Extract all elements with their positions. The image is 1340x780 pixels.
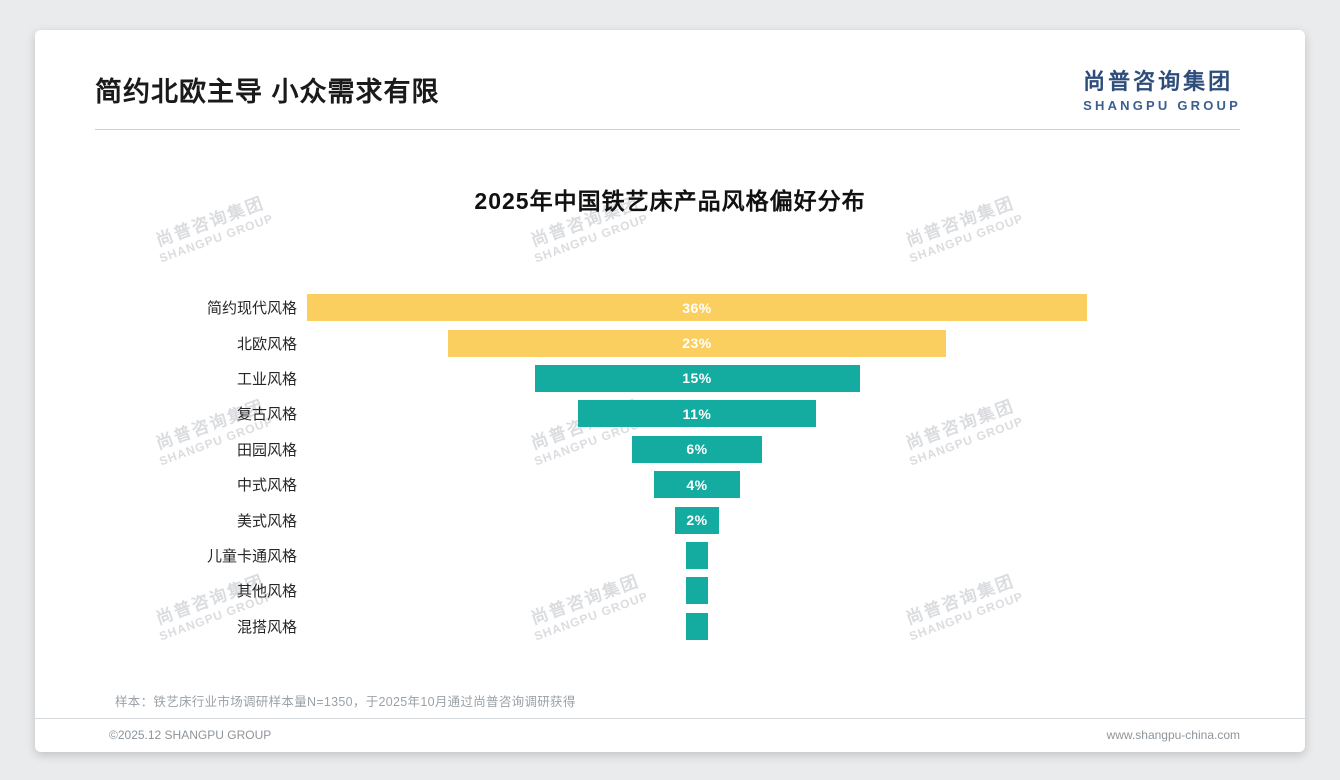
- category-label: 复古风格: [236, 406, 297, 424]
- bar-track: [307, 541, 1087, 569]
- bar: 4%: [653, 471, 741, 499]
- bar-value-label: 4%: [686, 476, 708, 493]
- sample-note: 样本：铁艺床行业市场调研样本量N=1350，于2025年10月通过尚普咨询调研获…: [115, 695, 576, 709]
- bar-value-label: 23%: [682, 335, 712, 352]
- category-label: 混搭风格: [236, 618, 297, 636]
- bar-track: 36%: [307, 294, 1087, 322]
- category-label: 田园风格: [236, 441, 297, 459]
- bar: [686, 541, 708, 569]
- logo-cn-text: 尚普咨询集团: [1083, 69, 1234, 94]
- header-divider: [95, 129, 1240, 130]
- chart-row: 复古风格 11%: [95, 396, 1305, 431]
- bar-track: 11%: [307, 400, 1087, 428]
- bar-track: 6%: [307, 435, 1087, 463]
- category-label: 简约现代风格: [206, 300, 297, 318]
- category-label: 工业风格: [236, 370, 297, 388]
- chart-title: 2025年中国铁艺床产品风格偏好分布: [474, 188, 866, 214]
- bar-value-label: 36%: [682, 299, 712, 316]
- bar: 36%: [307, 294, 1087, 322]
- footer-bar: ©2025.12 SHANGPU GROUP www.shangpu-china…: [35, 718, 1305, 742]
- chart-row: 工业风格 15%: [95, 361, 1305, 396]
- chart-row: 其他风格: [95, 573, 1305, 608]
- company-logo: 尚普咨询集团 SHANGPU GROUP: [1083, 64, 1241, 113]
- page-title: 简约北欧主导 小众需求有限: [95, 77, 440, 107]
- bar: 11%: [577, 400, 817, 428]
- chart-row: 美式风格 2%: [95, 502, 1305, 537]
- bar: [686, 612, 708, 640]
- bar-track: [307, 577, 1087, 605]
- category-label: 美式风格: [236, 512, 297, 530]
- chart-row: 中式风格 4%: [95, 467, 1305, 502]
- bar-track: 2%: [307, 506, 1087, 534]
- bar-value-label: 15%: [682, 370, 712, 387]
- category-label: 儿童卡通风格: [206, 547, 297, 565]
- copyright-text: ©2025.12 SHANGPU GROUP: [109, 728, 272, 742]
- bar-value-label: 11%: [682, 405, 712, 422]
- chart-row: 北欧风格 23%: [95, 325, 1305, 360]
- bar: 23%: [447, 329, 947, 357]
- chart-row: 儿童卡通风格: [95, 538, 1305, 573]
- bar: 2%: [675, 506, 719, 534]
- bar: 15%: [534, 364, 860, 392]
- chart-row: 简约现代风格 36%: [95, 290, 1305, 325]
- website-text: www.shangpu-china.com: [1106, 728, 1240, 742]
- bar-track: [307, 612, 1087, 640]
- bar-track: 4%: [307, 471, 1087, 499]
- category-label: 其他风格: [236, 583, 297, 601]
- chart-rows: 简约现代风格 36% 北欧风格 23% 工业风格 15% 复古风格 11% 田园风格 6% 中式风格…: [95, 290, 1305, 644]
- chart-row: 田园风格 6%: [95, 432, 1305, 467]
- logo-en-text: SHANGPU GROUP: [1083, 98, 1241, 113]
- chart-row: 混搭风格: [95, 609, 1305, 644]
- bar: [686, 577, 708, 605]
- bar-track: 23%: [307, 329, 1087, 357]
- header: 简约北欧主导 小众需求有限 尚普咨询集团 SHANGPU GROUP: [35, 30, 1305, 113]
- bar-value-label: 6%: [686, 441, 708, 458]
- bar-value-label: 2%: [686, 512, 708, 529]
- bar-track: 15%: [307, 364, 1087, 392]
- bar: 6%: [632, 435, 762, 463]
- category-label: 中式风格: [236, 477, 297, 495]
- category-label: 北欧风格: [236, 335, 297, 353]
- funnel-bar-chart: 简约现代风格 36% 北欧风格 23% 工业风格 15% 复古风格 11% 田园风格 6% 中式风格…: [95, 290, 1305, 644]
- slide-card: 尚普咨询集团 SHANGPU GROUP 尚普咨询集团 SHANGPU GROUP 尚普…: [35, 30, 1305, 752]
